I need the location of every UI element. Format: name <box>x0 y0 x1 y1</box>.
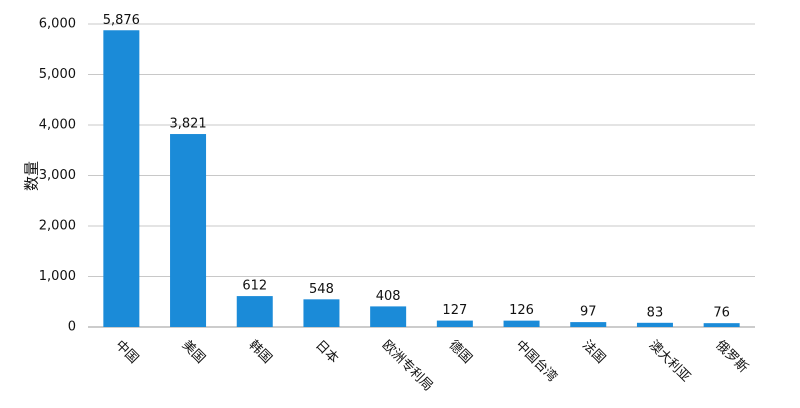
bar <box>370 306 407 327</box>
y-tick-label: 0 <box>68 320 76 335</box>
y-tick-label: 1,000 <box>39 269 76 284</box>
x-tick-label: 韩国 <box>245 338 274 367</box>
x-tick-label: 欧洲专利局 <box>379 338 436 395</box>
y-axis-label: 数量 <box>23 161 41 191</box>
value-label: 97 <box>580 305 597 320</box>
y-tick-label: 4,000 <box>39 118 76 133</box>
bar <box>103 30 140 328</box>
x-tick-label: 俄罗斯 <box>712 338 750 376</box>
x-tick-label: 德国 <box>446 338 475 367</box>
bar <box>236 296 273 327</box>
y-tick-label: 3,000 <box>39 168 76 183</box>
value-label: 126 <box>509 303 534 318</box>
x-tick-label: 中国台湾 <box>512 337 560 385</box>
x-tick-label: 澳大利亚 <box>646 337 694 385</box>
value-label: 408 <box>376 289 401 304</box>
value-label: 83 <box>647 305 664 320</box>
bar <box>170 134 207 327</box>
x-tick-label: 法国 <box>579 338 608 367</box>
value-label: 76 <box>713 306 730 321</box>
x-tick-label: 日本 <box>312 338 341 367</box>
bar <box>436 320 473 327</box>
bar <box>503 320 540 327</box>
value-label: 612 <box>242 279 267 294</box>
value-label: 127 <box>442 303 467 318</box>
bar <box>636 322 673 327</box>
y-tick-label: 5,000 <box>39 67 76 82</box>
y-tick-label: 2,000 <box>39 219 76 234</box>
value-label: 548 <box>309 282 334 297</box>
x-tick-label: 中国 <box>112 338 141 367</box>
bar <box>570 322 607 327</box>
value-label: 5,876 <box>103 13 140 28</box>
x-tick-label: 美国 <box>179 338 208 367</box>
value-label: 3,821 <box>169 117 206 132</box>
bar <box>303 299 340 327</box>
bar <box>703 323 740 327</box>
y-tick-label: 6,000 <box>39 17 76 32</box>
